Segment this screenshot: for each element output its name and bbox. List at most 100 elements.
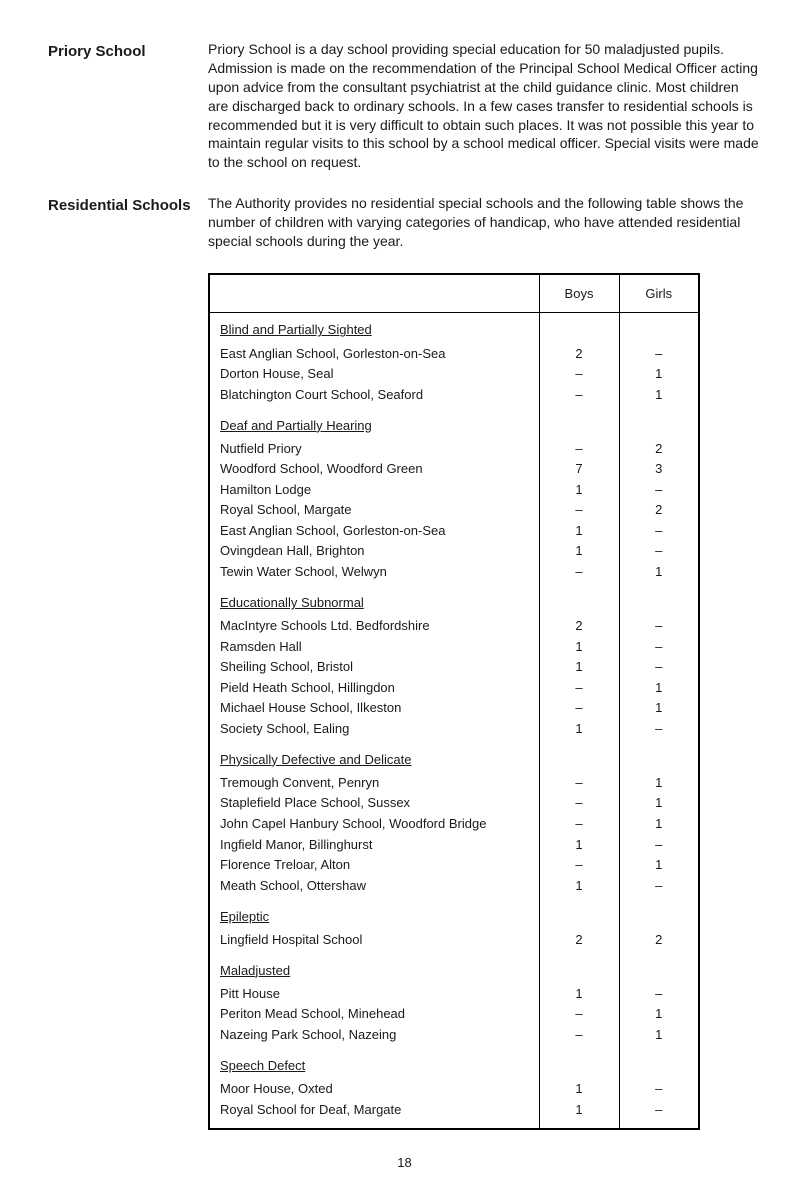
row-girls: –: [619, 541, 699, 562]
heading-residential: Residential Schools: [48, 194, 208, 251]
body-residential: The Authority provides no residential sp…: [208, 194, 761, 251]
row-girls: 2: [619, 500, 699, 521]
row-boys: 7: [539, 459, 619, 480]
row-name: Staplefield Place School, Sussex: [209, 793, 539, 814]
category-row: Educationally Subnormal: [209, 582, 699, 616]
table-row: Ovingdean Hall, Brighton1–: [209, 541, 699, 562]
table-row: Dorton House, Seal–1: [209, 364, 699, 385]
row-name: Woodford School, Woodford Green: [209, 459, 539, 480]
row-name: Lingfield Hospital School: [209, 929, 539, 950]
row-girls: –: [619, 1099, 699, 1129]
row-name: Tremough Convent, Penryn: [209, 772, 539, 793]
table-row: Pitt House1–: [209, 983, 699, 1004]
table-row: Nutfield Priory–2: [209, 438, 699, 459]
row-name: Florence Treloar, Alton: [209, 855, 539, 876]
th-blank: [209, 274, 539, 313]
category-girls-blank: [619, 739, 699, 773]
row-name: Tewin Water School, Welwyn: [209, 561, 539, 582]
row-girls: 1: [619, 855, 699, 876]
row-girls: 1: [619, 364, 699, 385]
table-row: Sheiling School, Bristol1–: [209, 657, 699, 678]
row-boys: –: [539, 384, 619, 405]
category-row: Epileptic: [209, 896, 699, 930]
table-row: Moor House, Oxted1–: [209, 1079, 699, 1100]
row-boys: 2: [539, 616, 619, 637]
table-row: Hamilton Lodge1–: [209, 479, 699, 500]
table-row: East Anglian School, Gorleston-on-Sea2–: [209, 343, 699, 364]
table-row: East Anglian School, Gorleston-on-Sea1–: [209, 520, 699, 541]
row-name: Dorton House, Seal: [209, 364, 539, 385]
category-girls-blank: [619, 582, 699, 616]
category-girls-blank: [619, 313, 699, 343]
row-boys: –: [539, 793, 619, 814]
row-boys: –: [539, 698, 619, 719]
section-priory: Priory School Priory School is a day sch…: [48, 40, 761, 172]
table-row: John Capel Hanbury School, Woodford Brid…: [209, 813, 699, 834]
row-girls: –: [619, 1079, 699, 1100]
row-girls: –: [619, 520, 699, 541]
category-boys-blank: [539, 313, 619, 343]
category-row: Physically Defective and Delicate: [209, 739, 699, 773]
row-name: MacIntyre Schools Ltd. Bedfordshire: [209, 616, 539, 637]
category-boys-blank: [539, 896, 619, 930]
row-boys: 1: [539, 875, 619, 896]
category-row: Speech Defect: [209, 1045, 699, 1079]
row-name: Nutfield Priory: [209, 438, 539, 459]
row-boys: –: [539, 1004, 619, 1025]
table-row: Tewin Water School, Welwyn–1: [209, 561, 699, 582]
row-name: Royal School for Deaf, Margate: [209, 1099, 539, 1129]
row-name: East Anglian School, Gorleston-on-Sea: [209, 520, 539, 541]
row-girls: 1: [619, 677, 699, 698]
row-name: Pield Heath School, Hillingdon: [209, 677, 539, 698]
category-label: Educationally Subnormal: [209, 582, 539, 616]
category-girls-blank: [619, 896, 699, 930]
table-row: Society School, Ealing1–: [209, 718, 699, 739]
row-name: Blatchington Court School, Seaford: [209, 384, 539, 405]
row-name: East Anglian School, Gorleston-on-Sea: [209, 343, 539, 364]
row-boys: 2: [539, 343, 619, 364]
row-boys: –: [539, 813, 619, 834]
row-girls: –: [619, 657, 699, 678]
table-row: Michael House School, Ilkeston–1: [209, 698, 699, 719]
row-girls: 2: [619, 929, 699, 950]
row-boys: 1: [539, 1079, 619, 1100]
row-name: Ingfield Manor, Billinghurst: [209, 834, 539, 855]
row-girls: –: [619, 718, 699, 739]
row-boys: –: [539, 1024, 619, 1045]
category-label: Epileptic: [209, 896, 539, 930]
table-row: Royal School, Margate–2: [209, 500, 699, 521]
heading-priory: Priory School: [48, 40, 208, 172]
row-girls: –: [619, 343, 699, 364]
row-boys: –: [539, 677, 619, 698]
row-name: Michael House School, Ilkeston: [209, 698, 539, 719]
category-label: Blind and Partially Sighted: [209, 313, 539, 343]
row-name: Ovingdean Hall, Brighton: [209, 541, 539, 562]
table-row: Blatchington Court School, Seaford–1: [209, 384, 699, 405]
row-name: Royal School, Margate: [209, 500, 539, 521]
row-boys: 1: [539, 1099, 619, 1129]
row-boys: –: [539, 855, 619, 876]
category-label: Maladjusted: [209, 950, 539, 984]
row-girls: 1: [619, 561, 699, 582]
table-row: Meath School, Ottershaw1–: [209, 875, 699, 896]
row-girls: 2: [619, 438, 699, 459]
row-girls: 1: [619, 772, 699, 793]
row-boys: 1: [539, 636, 619, 657]
row-boys: –: [539, 772, 619, 793]
table-row: MacIntyre Schools Ltd. Bedfordshire2–: [209, 616, 699, 637]
row-girls: 1: [619, 813, 699, 834]
table-row: Woodford School, Woodford Green73: [209, 459, 699, 480]
para-residential: The Authority provides no residential sp…: [208, 194, 761, 251]
row-name: Ramsden Hall: [209, 636, 539, 657]
row-girls: 1: [619, 1004, 699, 1025]
row-boys: –: [539, 438, 619, 459]
category-boys-blank: [539, 739, 619, 773]
row-boys: 1: [539, 657, 619, 678]
category-row: Maladjusted: [209, 950, 699, 984]
table-row: Florence Treloar, Alton–1: [209, 855, 699, 876]
table-row: Pield Heath School, Hillingdon–1: [209, 677, 699, 698]
row-name: Periton Mead School, Minehead: [209, 1004, 539, 1025]
row-girls: –: [619, 983, 699, 1004]
category-label: Speech Defect: [209, 1045, 539, 1079]
row-girls: 1: [619, 698, 699, 719]
